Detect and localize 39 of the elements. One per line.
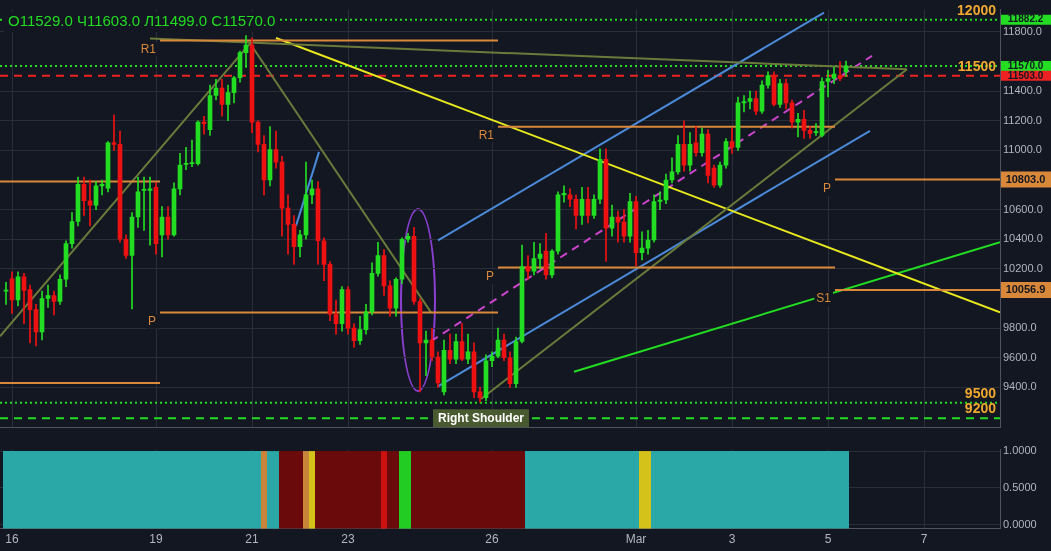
y-tick-label: 10400.0 (1003, 232, 1043, 245)
y-tick-label: 1.0000 (1003, 444, 1037, 457)
y-tick-label: 9400.0 (1003, 380, 1037, 393)
x-tick-label: 5 (824, 532, 832, 547)
ref-line-label: 11570.0 (1007, 59, 1044, 71)
annotation: 12000 (957, 1, 997, 18)
y-tick-label: 11800.0 (1003, 24, 1042, 37)
x-tick-label: 23 (341, 532, 355, 547)
data-label: 10056.9 (1005, 283, 1046, 296)
data-label: 10803.0 (1005, 172, 1046, 185)
series-label: R1 (478, 127, 495, 142)
y-tick-label: 9800.0 (1003, 321, 1037, 334)
y-tick-label: 11200.0 (1003, 113, 1042, 126)
x-tick-label: 3 (728, 532, 736, 547)
annotation: O11529.0 Ч11603.0 Л11499.0 C11570.0 (8, 12, 276, 30)
series-label: S1 (816, 291, 832, 306)
y-tick-label: 0.0000 (1003, 517, 1037, 530)
series-label: P (485, 268, 494, 283)
x-tick-label: 7 (920, 532, 928, 547)
x-tick-label: 21 (245, 532, 259, 547)
y-tick-label: 10200.0 (1003, 261, 1043, 274)
x-tick-label: 19 (149, 532, 163, 547)
annotation: 11500 (957, 57, 997, 74)
annotation: 9500 (964, 384, 997, 401)
annotation: Right Shoulder (438, 410, 525, 425)
series-label: P (822, 180, 831, 195)
ref-line-label: 11503.0 (1007, 69, 1044, 81)
x-tick-label: 16 (5, 532, 19, 547)
series-label: R1 (140, 41, 157, 56)
y-tick-label: 0.5000 (1003, 481, 1037, 494)
annotation: 9200 (964, 400, 997, 417)
ref-line-label: 11882.2 (1007, 13, 1044, 25)
x-tick-label: Mar (625, 532, 647, 547)
y-tick-label: 11400.0 (1003, 84, 1042, 97)
series-label: P (147, 313, 156, 328)
y-tick-label: 11000.0 (1003, 143, 1042, 156)
y-tick-label: 10600.0 (1003, 202, 1043, 215)
y-tick-label: 9600.0 (1003, 350, 1037, 363)
x-tick-label: 26 (485, 532, 499, 547)
